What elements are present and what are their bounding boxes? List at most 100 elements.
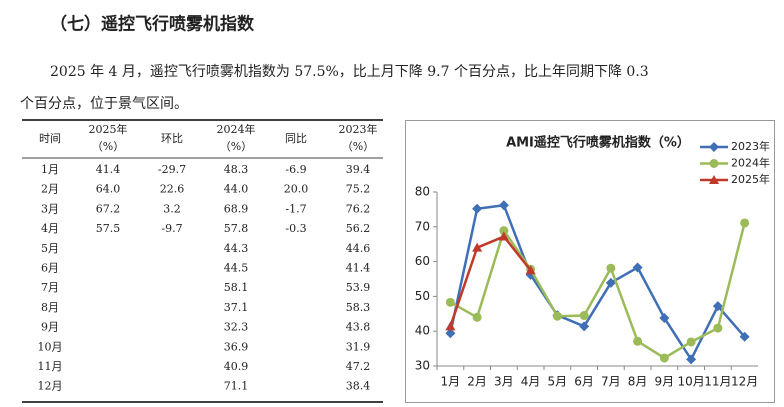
marker bbox=[686, 354, 697, 365]
marker bbox=[472, 203, 483, 214]
table-header: 时间 bbox=[39, 132, 61, 145]
marker bbox=[579, 311, 589, 321]
marker bbox=[606, 263, 616, 273]
marker bbox=[709, 159, 719, 168]
table-cell: 3月 bbox=[41, 202, 59, 215]
table-header: 2025年 bbox=[89, 122, 128, 136]
table-cell: 68.9 bbox=[224, 202, 249, 215]
table-header: （%） bbox=[92, 140, 124, 153]
y-tick-label: 50 bbox=[415, 289, 430, 303]
table-cell: 58.1 bbox=[224, 281, 249, 294]
marker bbox=[709, 175, 719, 184]
table-cell: -0.3 bbox=[285, 222, 306, 235]
y-tick-label: 80 bbox=[415, 185, 430, 199]
y-tick-label: 70 bbox=[415, 219, 430, 233]
table-header: 环比 bbox=[161, 132, 183, 145]
table-cell: 5月 bbox=[41, 242, 59, 255]
series-line bbox=[449, 222, 746, 360]
x-tick-label: 5月 bbox=[548, 375, 568, 389]
x-tick-label: 2月 bbox=[467, 375, 487, 389]
x-tick-label: 11月 bbox=[704, 375, 731, 389]
x-tick-label: 3月 bbox=[494, 375, 514, 389]
table-cell: 9月 bbox=[41, 321, 59, 334]
table-cell: 37.1 bbox=[224, 301, 249, 314]
table-cell: 41.4 bbox=[96, 163, 121, 176]
table-cell: 76.2 bbox=[346, 202, 371, 215]
table-header: 2024年 bbox=[217, 122, 256, 136]
table-header: 同比 bbox=[285, 132, 307, 145]
table-cell: 40.9 bbox=[224, 360, 249, 373]
table-cell: -29.7 bbox=[158, 163, 186, 176]
x-tick-label: 12月 bbox=[731, 375, 758, 389]
marker bbox=[709, 142, 719, 152]
legend-label: 2023年 bbox=[731, 139, 770, 153]
marker bbox=[445, 321, 456, 331]
table-cell: 47.2 bbox=[346, 360, 371, 373]
marker bbox=[499, 226, 509, 236]
marker bbox=[579, 321, 590, 332]
table-header: （%） bbox=[220, 140, 252, 153]
x-tick-label: 8月 bbox=[628, 375, 648, 389]
y-tick-label: 40 bbox=[415, 324, 430, 338]
table-cell: -9.7 bbox=[161, 222, 182, 235]
table-cell: 57.8 bbox=[224, 222, 249, 235]
x-tick-label: 4月 bbox=[521, 375, 541, 389]
table-cell: 53.9 bbox=[346, 281, 371, 294]
x-tick-label: 6月 bbox=[574, 375, 594, 389]
x-tick-label: 1月 bbox=[441, 375, 461, 389]
table-cell: 75.2 bbox=[346, 183, 371, 196]
heading: （七）遥控飞行喷雾机指数 bbox=[50, 14, 255, 35]
marker bbox=[525, 265, 536, 275]
marker bbox=[605, 277, 616, 288]
marker bbox=[659, 312, 670, 323]
table-cell: 7月 bbox=[41, 281, 59, 294]
marker bbox=[713, 323, 723, 333]
table-cell: 71.1 bbox=[224, 380, 249, 393]
table-cell: 58.3 bbox=[346, 301, 371, 314]
table-cell: -1.7 bbox=[285, 202, 306, 215]
marker bbox=[633, 336, 643, 346]
table-cell: 57.5 bbox=[96, 222, 121, 235]
y-tick-label: 60 bbox=[415, 254, 430, 268]
table-cell: 56.2 bbox=[346, 222, 371, 235]
legend-label: 2024年 bbox=[731, 156, 770, 170]
marker bbox=[472, 312, 482, 322]
chart-title: AMI遥控飞行喷雾机指数（%） bbox=[506, 135, 690, 151]
table-cell: 64.0 bbox=[96, 183, 121, 196]
table-cell: 20.0 bbox=[284, 183, 309, 196]
table-cell: 22.6 bbox=[160, 183, 185, 196]
x-tick-label: 10月 bbox=[677, 375, 704, 389]
marker bbox=[659, 353, 669, 363]
legend-label: 2025年 bbox=[731, 172, 770, 186]
marker bbox=[740, 218, 750, 228]
table-cell: 36.9 bbox=[224, 340, 249, 353]
table-cell: 2月 bbox=[41, 183, 59, 196]
paragraph-line: 2025 年 4 月，遥控飞行喷雾机指数为 57.5%，比上月下降 9.7 个百… bbox=[50, 64, 649, 80]
table-header: （%） bbox=[342, 140, 374, 153]
marker bbox=[498, 200, 509, 211]
x-tick-label: 9月 bbox=[655, 375, 675, 389]
table-cell: 67.2 bbox=[96, 202, 121, 215]
paragraph-line: 个百分点，位于景气区间。 bbox=[20, 96, 188, 112]
table-cell: 31.9 bbox=[346, 340, 371, 353]
table-cell: 44.0 bbox=[224, 183, 249, 196]
table-cell: 44.6 bbox=[346, 242, 371, 255]
series-line bbox=[449, 235, 532, 327]
table-cell: 41.4 bbox=[346, 262, 371, 275]
table-cell: 11月 bbox=[38, 360, 63, 373]
marker bbox=[445, 328, 456, 339]
table-cell: 6月 bbox=[41, 262, 59, 275]
y-tick-label: 30 bbox=[415, 359, 430, 373]
marker bbox=[445, 297, 455, 307]
table-cell: 38.4 bbox=[346, 380, 371, 393]
table-cell: 10月 bbox=[38, 340, 63, 353]
series-line bbox=[449, 203, 746, 362]
marker bbox=[739, 331, 750, 342]
marker bbox=[632, 262, 643, 273]
marker bbox=[552, 311, 562, 321]
table-cell: 1月 bbox=[41, 163, 59, 176]
table-cell: 3.2 bbox=[163, 202, 181, 215]
x-tick-label: 7月 bbox=[601, 375, 621, 389]
marker bbox=[686, 337, 696, 347]
